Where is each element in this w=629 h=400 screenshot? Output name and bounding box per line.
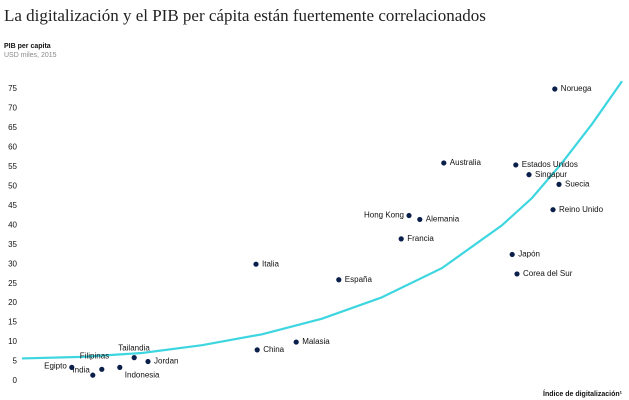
trend-line (21, 80, 623, 360)
point-label: Estados Unidos (522, 160, 578, 169)
data-point (552, 86, 558, 92)
data-point (69, 364, 75, 370)
y-tick-label: 30 (8, 259, 17, 268)
y-tick-label: 70 (8, 104, 17, 113)
data-point (336, 277, 342, 283)
data-point (526, 172, 532, 178)
data-point (90, 372, 96, 378)
data-point (514, 271, 520, 277)
y-axis-sublabel: USD miles, 2015 (4, 52, 57, 59)
y-tick-label: 45 (8, 201, 17, 210)
point-label: Singapur (535, 170, 567, 179)
point-label: Australia (450, 158, 482, 167)
point-label: Reino Unido (559, 205, 604, 214)
point-label: Japón (518, 250, 540, 259)
point-label: Malasia (302, 337, 330, 346)
y-tick-label: 5 (13, 357, 18, 366)
data-point (99, 366, 105, 372)
y-axis-label: PIB per capita (4, 43, 51, 50)
data-point (117, 364, 123, 370)
y-tick-label: 75 (8, 84, 17, 93)
point-label: Egipto (44, 361, 67, 370)
y-tick-label: 65 (8, 123, 17, 132)
y-tick-label: 60 (8, 143, 17, 152)
point-label: Alemania (426, 215, 460, 224)
point-label: Hong Kong (364, 211, 404, 220)
point-label: Italia (262, 259, 279, 268)
y-tick-label: 15 (8, 318, 17, 327)
point-label: Corea del Sur (523, 269, 573, 278)
x-axis-label: Índice de digitalización¹ (543, 389, 623, 398)
data-point (253, 261, 259, 267)
point-label: India (72, 365, 90, 374)
data-point (513, 162, 519, 168)
point-label: Filipinas (80, 351, 109, 360)
point-label: Noruega (561, 84, 592, 93)
point-label: Jordan (154, 357, 178, 366)
data-point (550, 207, 556, 213)
data-point (293, 339, 299, 345)
data-point (131, 355, 137, 361)
y-tick-label: 0 (13, 376, 18, 385)
data-point (406, 212, 412, 219)
y-tick-label: 55 (8, 162, 17, 171)
point-label: Francia (407, 234, 434, 243)
y-tick-label: 20 (8, 298, 17, 307)
data-point (417, 216, 423, 223)
data-point (441, 160, 447, 166)
data-point (398, 236, 404, 242)
y-tick-label: 10 (8, 337, 17, 346)
point-label: Indonesia (125, 370, 160, 379)
y-tick-label: 50 (8, 181, 17, 190)
chart-title: La digitalización y el PIB per cápita es… (4, 6, 486, 25)
data-point (509, 251, 515, 258)
y-tick-label: 40 (8, 220, 17, 229)
y-tick-label: 25 (8, 279, 17, 288)
y-tick-label: 35 (8, 240, 17, 249)
point-label: Suecia (565, 179, 590, 188)
point-label: Tailandia (118, 344, 150, 353)
data-point (556, 181, 562, 187)
data-point (254, 347, 260, 353)
point-label: España (345, 275, 373, 284)
data-point (145, 358, 151, 365)
point-label: China (263, 345, 284, 354)
